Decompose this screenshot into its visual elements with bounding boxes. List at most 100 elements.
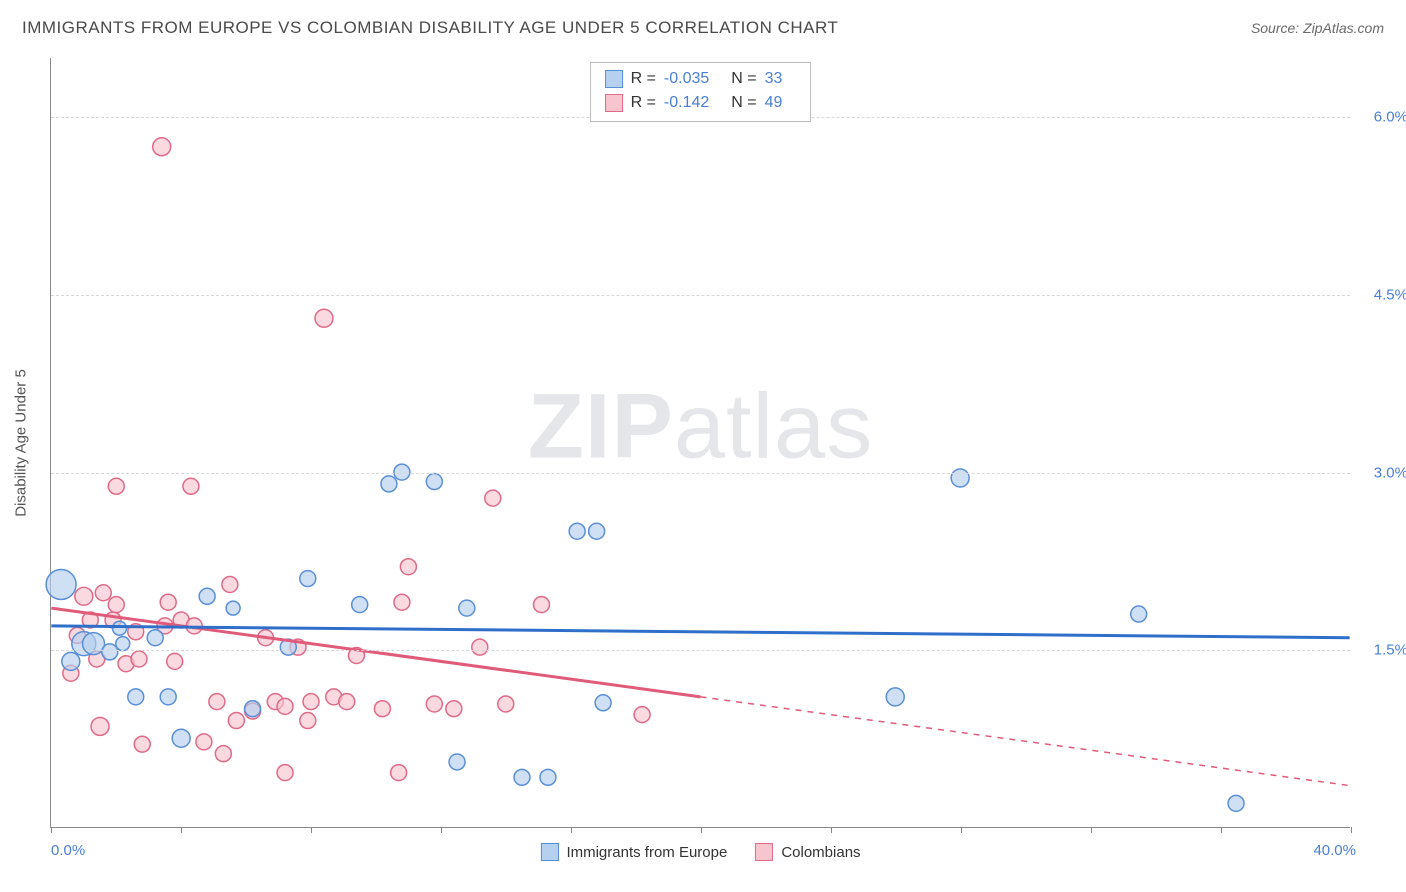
swatch-colombians bbox=[605, 94, 623, 112]
stat-n-colombians: 49 bbox=[765, 91, 783, 115]
swatch-europe bbox=[605, 70, 623, 88]
scatter-point bbox=[426, 474, 442, 490]
scatter-point bbox=[167, 653, 183, 669]
scatter-point bbox=[91, 717, 109, 735]
chart-header: IMMIGRANTS FROM EUROPE VS COLOMBIAN DISA… bbox=[0, 0, 1406, 48]
scatter-point bbox=[300, 571, 316, 587]
scatter-point bbox=[485, 490, 501, 506]
stats-row-europe: R = -0.035 N = 33 bbox=[605, 67, 797, 91]
scatter-point bbox=[153, 138, 171, 156]
x-tick bbox=[441, 827, 442, 833]
scatter-point bbox=[394, 594, 410, 610]
scatter-point bbox=[116, 637, 130, 651]
gridline bbox=[51, 473, 1350, 474]
x-tick bbox=[701, 827, 702, 833]
scatter-point bbox=[1228, 795, 1244, 811]
scatter-point bbox=[514, 769, 530, 785]
trend-line bbox=[51, 608, 700, 697]
scatter-point bbox=[595, 695, 611, 711]
scatter-point bbox=[160, 594, 176, 610]
y-tick-label: 6.0% bbox=[1358, 109, 1406, 126]
scatter-point bbox=[277, 765, 293, 781]
chart-plot-area: Disability Age Under 5 ZIPatlas R = -0.0… bbox=[50, 58, 1350, 828]
scatter-point bbox=[446, 701, 462, 717]
x-tick bbox=[961, 827, 962, 833]
scatter-point bbox=[589, 523, 605, 539]
scatter-point bbox=[459, 600, 475, 616]
scatter-point bbox=[228, 713, 244, 729]
scatter-point bbox=[147, 630, 163, 646]
bottom-legend: Immigrants from Europe Colombians bbox=[540, 843, 860, 861]
stat-r-colombians: -0.142 bbox=[664, 91, 709, 115]
scatter-point bbox=[498, 696, 514, 712]
x-tick bbox=[181, 827, 182, 833]
scatter-point bbox=[381, 476, 397, 492]
legend-item-europe: Immigrants from Europe bbox=[540, 843, 727, 861]
scatter-point bbox=[102, 644, 118, 660]
chart-title: IMMIGRANTS FROM EUROPE VS COLOMBIAN DISA… bbox=[22, 18, 838, 38]
scatter-point bbox=[108, 597, 124, 613]
gridline bbox=[51, 650, 1350, 651]
stat-n-europe: 33 bbox=[765, 67, 783, 91]
scatter-point bbox=[183, 478, 199, 494]
scatter-point bbox=[108, 478, 124, 494]
scatter-point bbox=[886, 688, 904, 706]
stats-row-colombians: R = -0.142 N = 49 bbox=[605, 91, 797, 115]
x-tick bbox=[1091, 827, 1092, 833]
x-tick bbox=[1221, 827, 1222, 833]
scatter-point bbox=[46, 569, 76, 599]
x-tick bbox=[831, 827, 832, 833]
scatter-svg bbox=[51, 58, 1350, 827]
legend-label-europe: Immigrants from Europe bbox=[566, 844, 727, 861]
x-axis-max-label: 40.0% bbox=[1313, 842, 1356, 859]
scatter-point bbox=[569, 523, 585, 539]
x-tick bbox=[571, 827, 572, 833]
scatter-point bbox=[128, 689, 144, 705]
source-credit: Source: ZipAtlas.com bbox=[1251, 20, 1384, 36]
scatter-point bbox=[131, 651, 147, 667]
stats-legend-box: R = -0.035 N = 33 R = -0.142 N = 49 bbox=[590, 62, 812, 122]
x-tick bbox=[1351, 827, 1352, 833]
legend-swatch-colombians bbox=[755, 843, 773, 861]
trend-line-dashed bbox=[701, 697, 1350, 786]
scatter-point bbox=[634, 707, 650, 723]
scatter-point bbox=[215, 746, 231, 762]
scatter-point bbox=[339, 694, 355, 710]
scatter-point bbox=[222, 576, 238, 592]
scatter-point bbox=[300, 713, 316, 729]
scatter-point bbox=[245, 701, 261, 717]
scatter-point bbox=[134, 736, 150, 752]
y-tick-label: 1.5% bbox=[1358, 642, 1406, 659]
scatter-point bbox=[75, 587, 93, 605]
scatter-point bbox=[1131, 606, 1147, 622]
scatter-point bbox=[160, 689, 176, 705]
scatter-point bbox=[226, 601, 240, 615]
scatter-point bbox=[199, 588, 215, 604]
gridline bbox=[51, 295, 1350, 296]
scatter-point bbox=[426, 696, 442, 712]
x-tick bbox=[311, 827, 312, 833]
scatter-point bbox=[533, 597, 549, 613]
scatter-point bbox=[113, 621, 127, 635]
scatter-point bbox=[400, 559, 416, 575]
scatter-point bbox=[391, 765, 407, 781]
scatter-point bbox=[374, 701, 390, 717]
scatter-point bbox=[196, 734, 212, 750]
stat-r-europe: -0.035 bbox=[664, 67, 709, 91]
legend-label-colombians: Colombians bbox=[781, 844, 860, 861]
scatter-point bbox=[209, 694, 225, 710]
scatter-point bbox=[62, 652, 80, 670]
x-axis-min-label: 0.0% bbox=[51, 842, 85, 859]
scatter-point bbox=[540, 769, 556, 785]
scatter-point bbox=[277, 698, 293, 714]
scatter-point bbox=[95, 585, 111, 601]
legend-item-colombians: Colombians bbox=[755, 843, 860, 861]
scatter-point bbox=[352, 597, 368, 613]
y-tick-label: 3.0% bbox=[1358, 464, 1406, 481]
scatter-point bbox=[315, 309, 333, 327]
y-tick-label: 4.5% bbox=[1358, 286, 1406, 303]
scatter-point bbox=[472, 639, 488, 655]
x-tick bbox=[51, 827, 52, 833]
scatter-point bbox=[172, 729, 190, 747]
legend-swatch-europe bbox=[540, 843, 558, 861]
